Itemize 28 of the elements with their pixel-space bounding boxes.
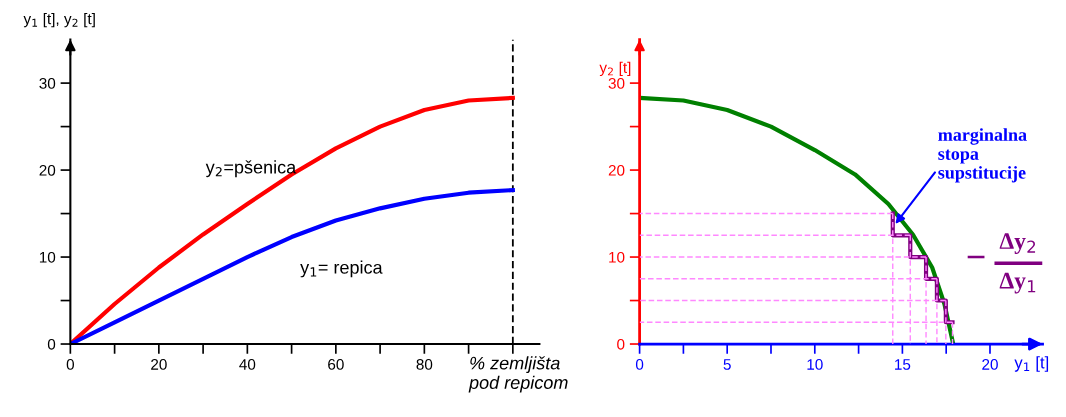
- y-tick-label: 30: [608, 77, 625, 89]
- series-label: y$_{1}$= repica: [300, 260, 383, 278]
- y-tick-label: 0: [617, 338, 625, 350]
- x-tick-label: 15: [895, 359, 911, 370]
- x-tick-label: 0: [635, 359, 644, 370]
- y-axis-title: y$_{2}$ [t]: [599, 61, 631, 77]
- y-tick-label: 20: [608, 164, 625, 176]
- x-tick-label: 20: [151, 359, 167, 370]
- y-tick-label: 10: [609, 251, 625, 263]
- series-label: y$_{2}$=pšenica: [205, 160, 297, 178]
- x-tick-label: 80: [416, 359, 433, 370]
- annotation: Δy$_{2}$: [999, 233, 1036, 254]
- x-tick-label: 60: [328, 359, 344, 370]
- x-tick-label: 0: [66, 359, 75, 370]
- y-tick-label: 30: [39, 77, 56, 89]
- x-tick-label: 10: [807, 359, 823, 370]
- x-tick-label: 5: [723, 359, 731, 370]
- annotation: Δy$_{1}$: [999, 272, 1036, 294]
- x-axis-title: % zemljišta pod repicom: [468, 356, 568, 393]
- x-axis-title: y$_{1}$ [t]: [1014, 356, 1049, 372]
- y-tick-label: 0: [47, 338, 56, 350]
- x-tick-label: 20: [982, 359, 998, 370]
- x-tick-label: 40: [239, 359, 256, 370]
- y-tick-label: 10: [39, 251, 56, 263]
- annotation: marginalna stopa supstitucije: [938, 128, 1027, 183]
- annotation: −: [967, 255, 985, 259]
- y-tick-label: 20: [39, 164, 56, 176]
- y-axis-title: y$_{1}$ [t], y$_{2}$ [t]: [23, 13, 95, 28]
